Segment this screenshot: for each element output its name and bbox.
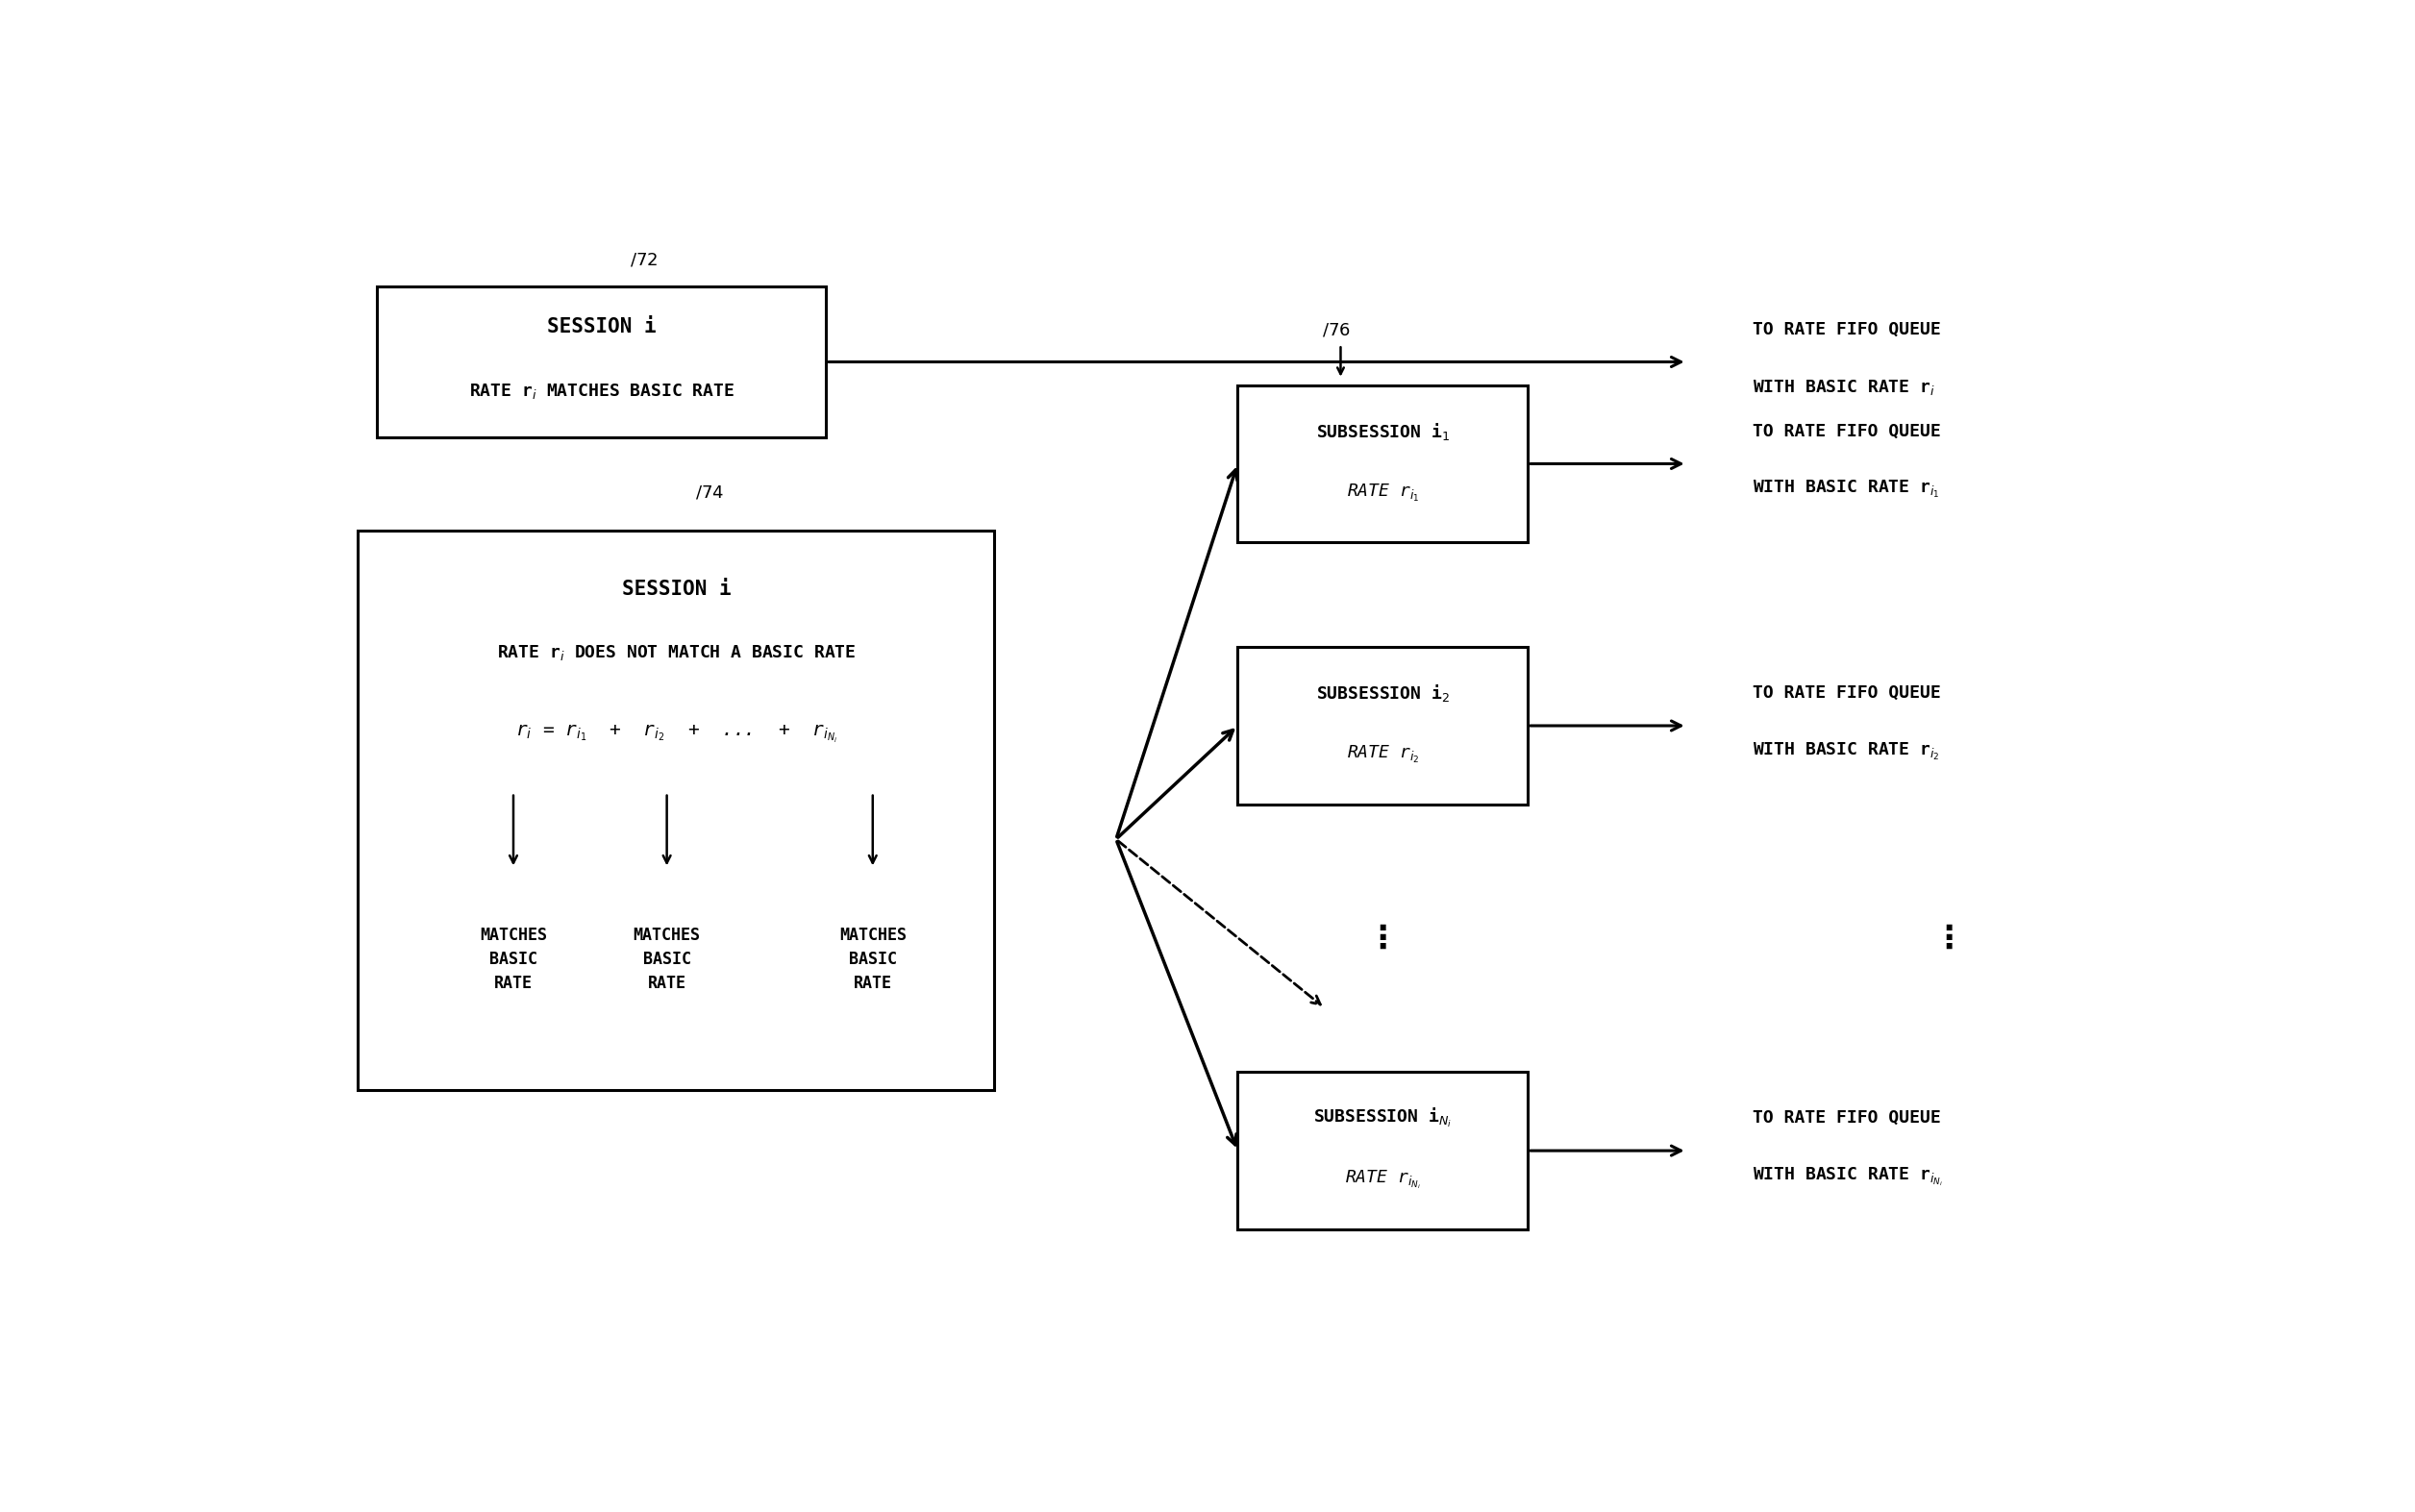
FancyBboxPatch shape: [1239, 1072, 1529, 1229]
Text: RATE r$_{i_2}$: RATE r$_{i_2}$: [1348, 744, 1420, 765]
Text: RATE r$_i$ MATCHES BASIC RATE: RATE r$_i$ MATCHES BASIC RATE: [469, 381, 734, 401]
Text: $\mathsf{/}$72: $\mathsf{/}$72: [630, 251, 657, 269]
Text: TO RATE FIFO QUEUE: TO RATE FIFO QUEUE: [1753, 1110, 1942, 1126]
Text: WITH BASIC RATE r$_{i_1}$: WITH BASIC RATE r$_{i_1}$: [1753, 479, 1939, 500]
FancyBboxPatch shape: [1239, 647, 1529, 804]
Text: $\mathsf{/}$76: $\mathsf{/}$76: [1321, 322, 1350, 339]
Text: SUBSESSION i$_2$: SUBSESSION i$_2$: [1316, 682, 1449, 703]
Text: MATCHES
BASIC
RATE: MATCHES BASIC RATE: [481, 927, 548, 992]
Text: WITH BASIC RATE r$_{i_{N_i}}$: WITH BASIC RATE r$_{i_{N_i}}$: [1753, 1164, 1944, 1187]
Text: ⋮: ⋮: [1367, 922, 1398, 954]
FancyBboxPatch shape: [357, 531, 995, 1090]
Text: ⋮: ⋮: [1932, 922, 1966, 954]
Text: SUBSESSION i$_1$: SUBSESSION i$_1$: [1316, 420, 1449, 442]
Text: TO RATE FIFO QUEUE: TO RATE FIFO QUEUE: [1753, 321, 1942, 339]
Text: WITH BASIC RATE r$_{i_2}$: WITH BASIC RATE r$_{i_2}$: [1753, 741, 1939, 762]
Text: SUBSESSION i$_{N_i}$: SUBSESSION i$_{N_i}$: [1314, 1107, 1451, 1129]
Text: MATCHES
BASIC
RATE: MATCHES BASIC RATE: [633, 927, 700, 992]
Text: r$_i$ = r$_{i_1}$  +  r$_{i_2}$  +  ...  +  r$_{i_{N_i}}$: r$_i$ = r$_{i_1}$ + r$_{i_2}$ + ... + r$…: [514, 724, 838, 745]
Text: TO RATE FIFO QUEUE: TO RATE FIFO QUEUE: [1753, 422, 1942, 440]
Text: SESSION i: SESSION i: [546, 318, 657, 337]
Text: RATE r$_{i_{N_i}}$: RATE r$_{i_{N_i}}$: [1345, 1169, 1420, 1191]
Text: $\mathsf{/}$74: $\mathsf{/}$74: [696, 484, 724, 502]
Text: TO RATE FIFO QUEUE: TO RATE FIFO QUEUE: [1753, 685, 1942, 702]
Text: MATCHES
BASIC
RATE: MATCHES BASIC RATE: [838, 927, 906, 992]
Text: SESSION i: SESSION i: [621, 579, 732, 599]
Text: RATE r$_i$ DOES NOT MATCH A BASIC RATE: RATE r$_i$ DOES NOT MATCH A BASIC RATE: [497, 643, 855, 662]
FancyBboxPatch shape: [1239, 386, 1529, 543]
Text: WITH BASIC RATE r$_i$: WITH BASIC RATE r$_i$: [1753, 378, 1934, 398]
FancyBboxPatch shape: [377, 286, 826, 437]
Text: RATE r$_{i_1}$: RATE r$_{i_1}$: [1348, 482, 1420, 503]
